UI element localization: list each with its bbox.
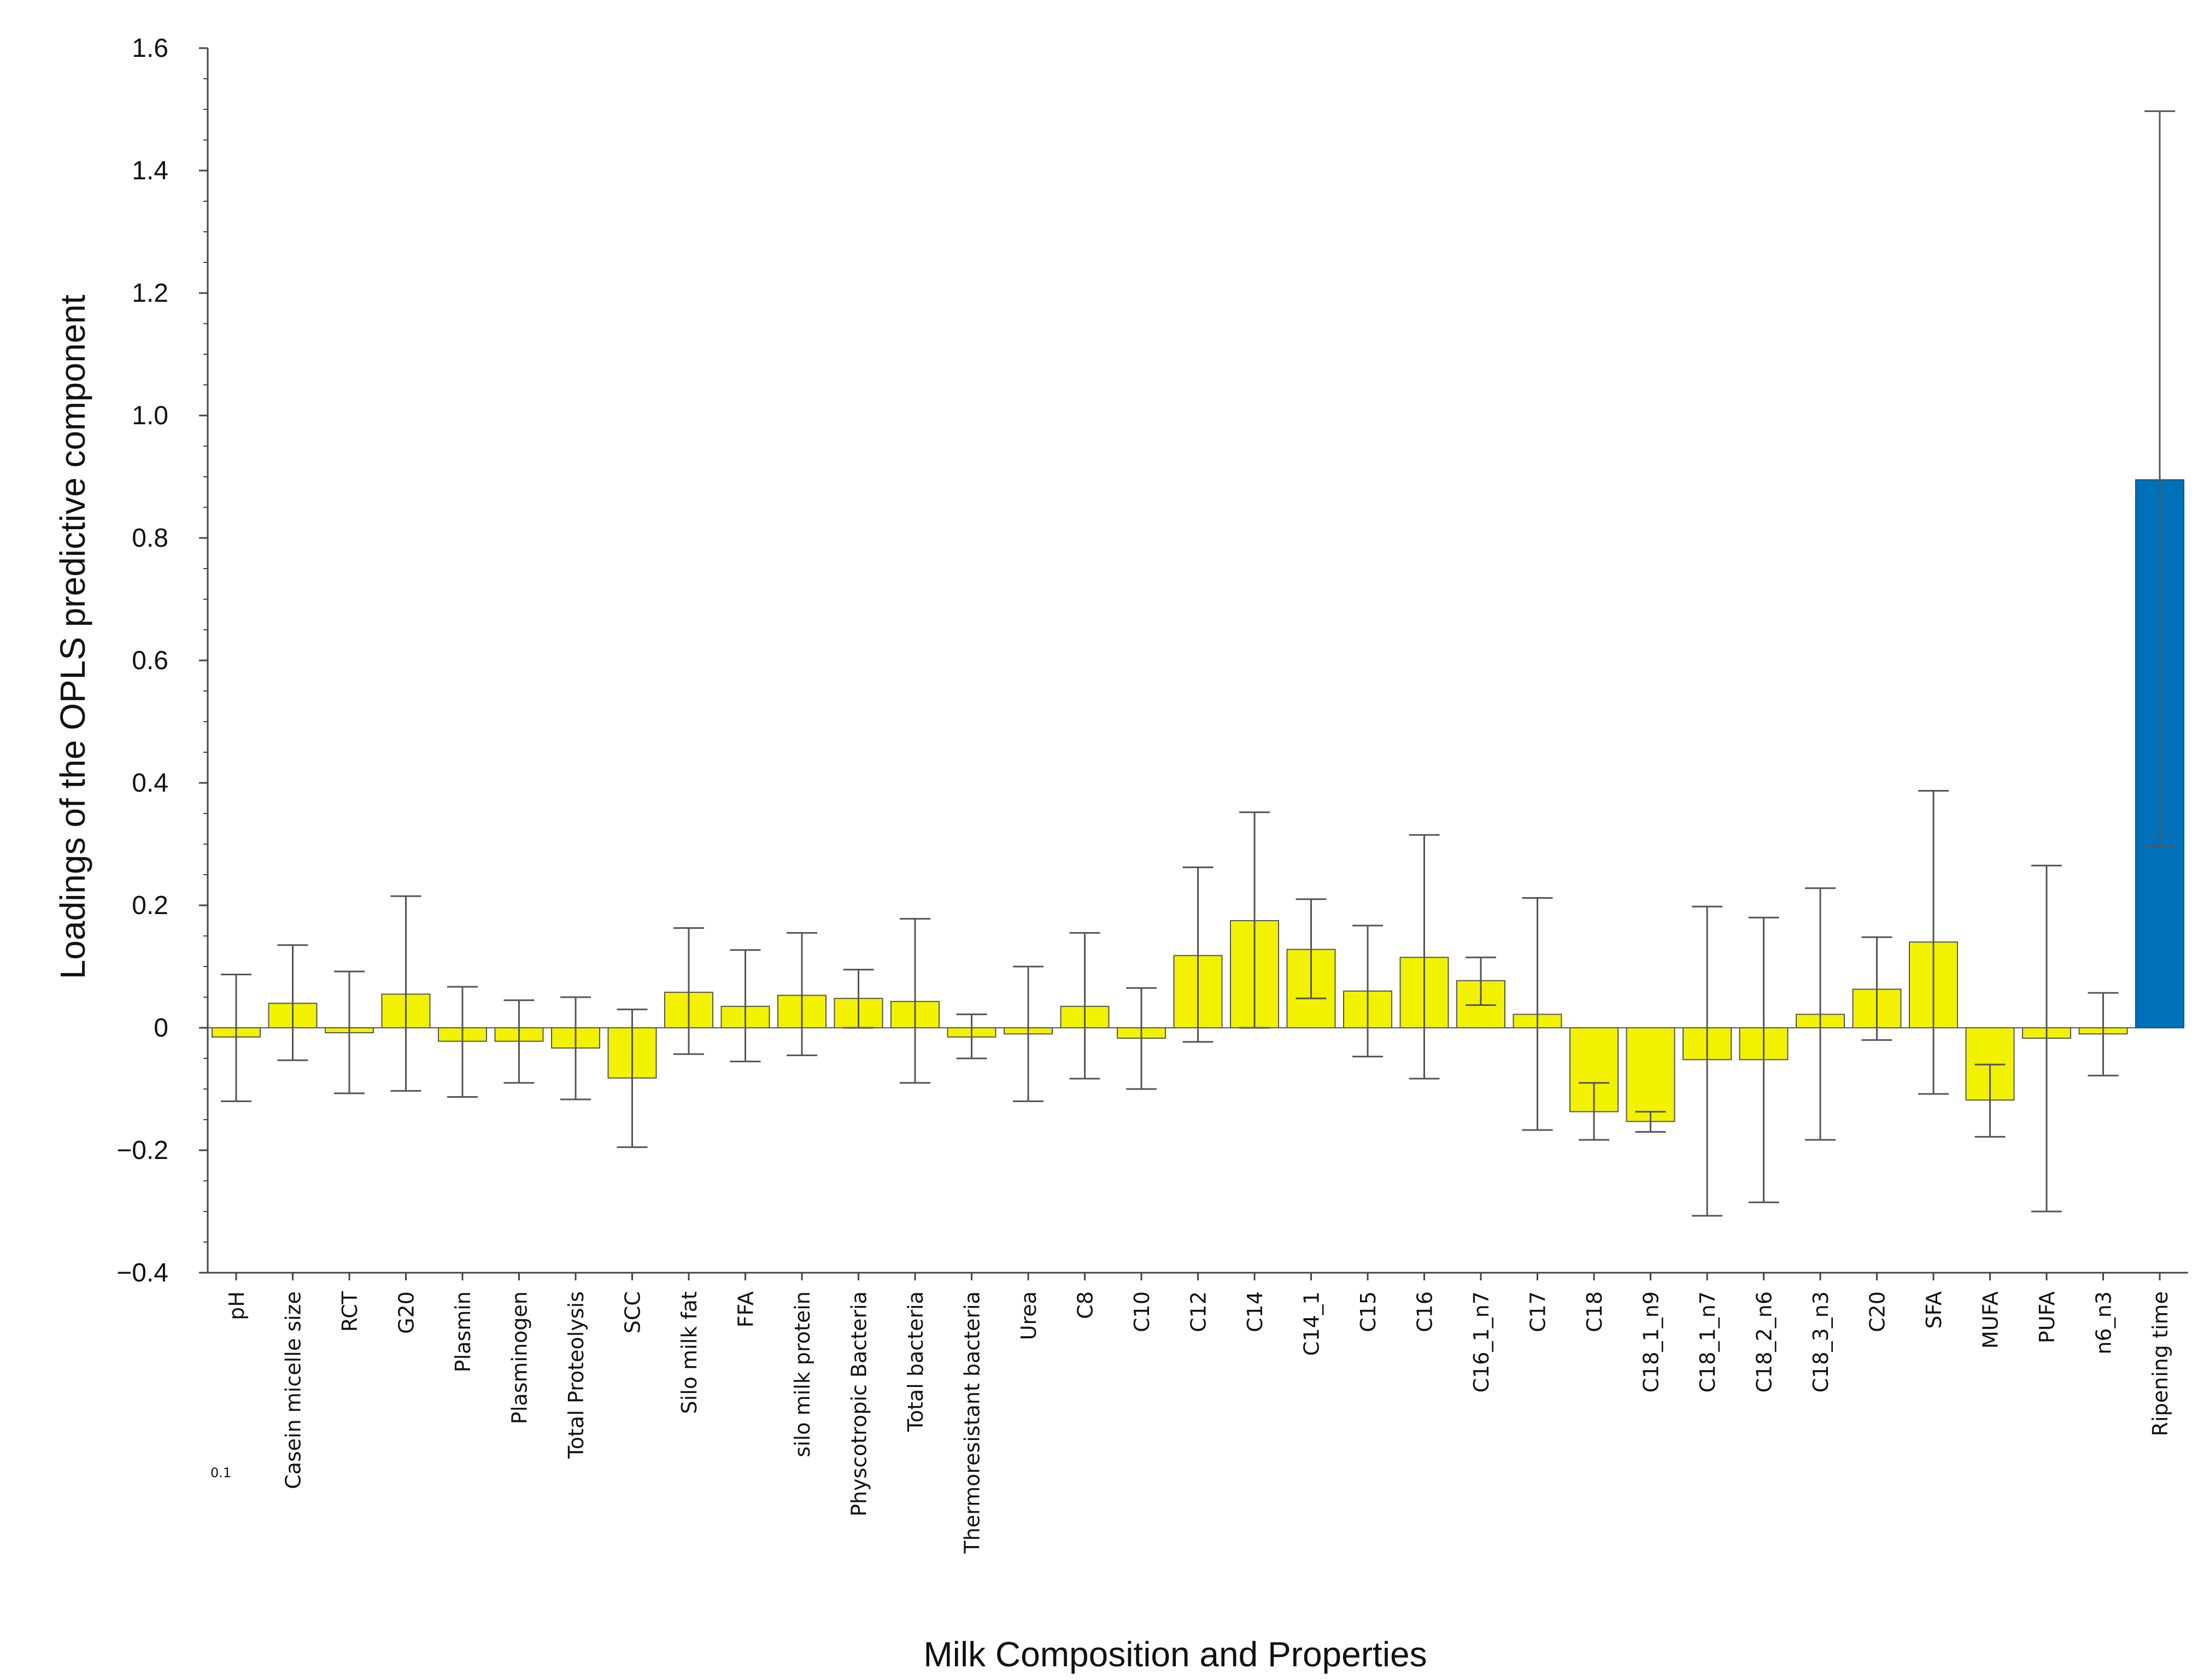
x-tick-label: Urea <box>1017 1291 1041 1340</box>
x-tick-label: C18_1_n9 <box>1639 1291 1663 1392</box>
x-tick-label: Total Proteolysis <box>564 1291 588 1459</box>
x-tick-label: MUFA <box>1979 1291 2003 1349</box>
y-tick-label: 1.0 <box>132 401 168 430</box>
x-tick-label: C18 <box>1582 1291 1607 1332</box>
y-tick-label: 0.8 <box>132 524 168 553</box>
plot-area: −0.4 −0.2 0 0.2 0.4 0.6 0.8 1.0 1.2 1.4 1.6 pH Casei… <box>116 34 2188 1554</box>
x-tick-label: Casein micelle size <box>282 1291 306 1489</box>
x-tick-label: G20 <box>395 1291 419 1334</box>
y-tick-label: 1.2 <box>132 279 168 308</box>
x-tick-label: PUFA <box>2035 1291 2059 1343</box>
x-tick-label: n6_n3 <box>2092 1291 2116 1355</box>
y-tick-label: 0.2 <box>132 891 168 920</box>
x-tick-label: C20 <box>1866 1291 1890 1332</box>
x-tick-label: RCT <box>338 1291 362 1332</box>
x-tick-label: C12 <box>1187 1291 1211 1332</box>
x-tick-label: silo milk protein <box>790 1291 814 1457</box>
x-tick-label: SCC <box>621 1291 645 1333</box>
x-tick-label: pH <box>225 1291 249 1320</box>
x-tick-label: Physcotropic Bacteria <box>847 1291 871 1517</box>
y-tick-label: 1.4 <box>132 156 168 185</box>
y-tick-label: 0.4 <box>132 769 168 798</box>
x-tick-label: C16_1_n7 <box>1469 1291 1493 1392</box>
x-tick-label: Ripening time <box>2148 1291 2172 1436</box>
x-tick-label: Thermoresistant bacteria <box>960 1291 984 1554</box>
y-tick-label: −0.2 <box>116 1136 168 1165</box>
x-tick-label: Total bacteria <box>904 1291 928 1432</box>
x-tick-label: C8 <box>1074 1291 1098 1319</box>
y-axis-title: Loadings of the OPLS predictive componen… <box>53 295 92 980</box>
x-axis-title: Milk Composition and Properties <box>923 1635 1427 1674</box>
stray-label: 0.1 <box>210 1465 231 1480</box>
x-tick-label: Silo milk fat <box>677 1291 701 1414</box>
x-tick-label: Plasmin <box>451 1291 475 1372</box>
y-tick-label: −0.4 <box>116 1258 168 1287</box>
bar <box>1626 1027 1675 1122</box>
x-tick-label: C18_2_n6 <box>1752 1291 1777 1392</box>
x-tick-label: Plasminogen <box>508 1291 532 1424</box>
x-tick-label: C18_3_n3 <box>1809 1291 1833 1392</box>
y-tick-label: 0 <box>154 1014 168 1043</box>
x-tick-label: C10 <box>1130 1291 1154 1332</box>
x-tick-label: SFA <box>1922 1291 1946 1329</box>
x-tick-label: C16 <box>1413 1291 1437 1332</box>
x-tick-label: C17 <box>1526 1291 1550 1332</box>
x-tick-label: C18_1_n7 <box>1696 1291 1720 1392</box>
x-tick-label: C15 <box>1356 1291 1380 1332</box>
x-tick-label: FFA <box>734 1291 758 1327</box>
x-tick-label: C14 <box>1243 1291 1267 1332</box>
y-tick-label: 0.6 <box>132 646 168 675</box>
y-tick-label: 1.6 <box>132 34 168 63</box>
x-tick-label: C14_1 <box>1300 1291 1324 1356</box>
